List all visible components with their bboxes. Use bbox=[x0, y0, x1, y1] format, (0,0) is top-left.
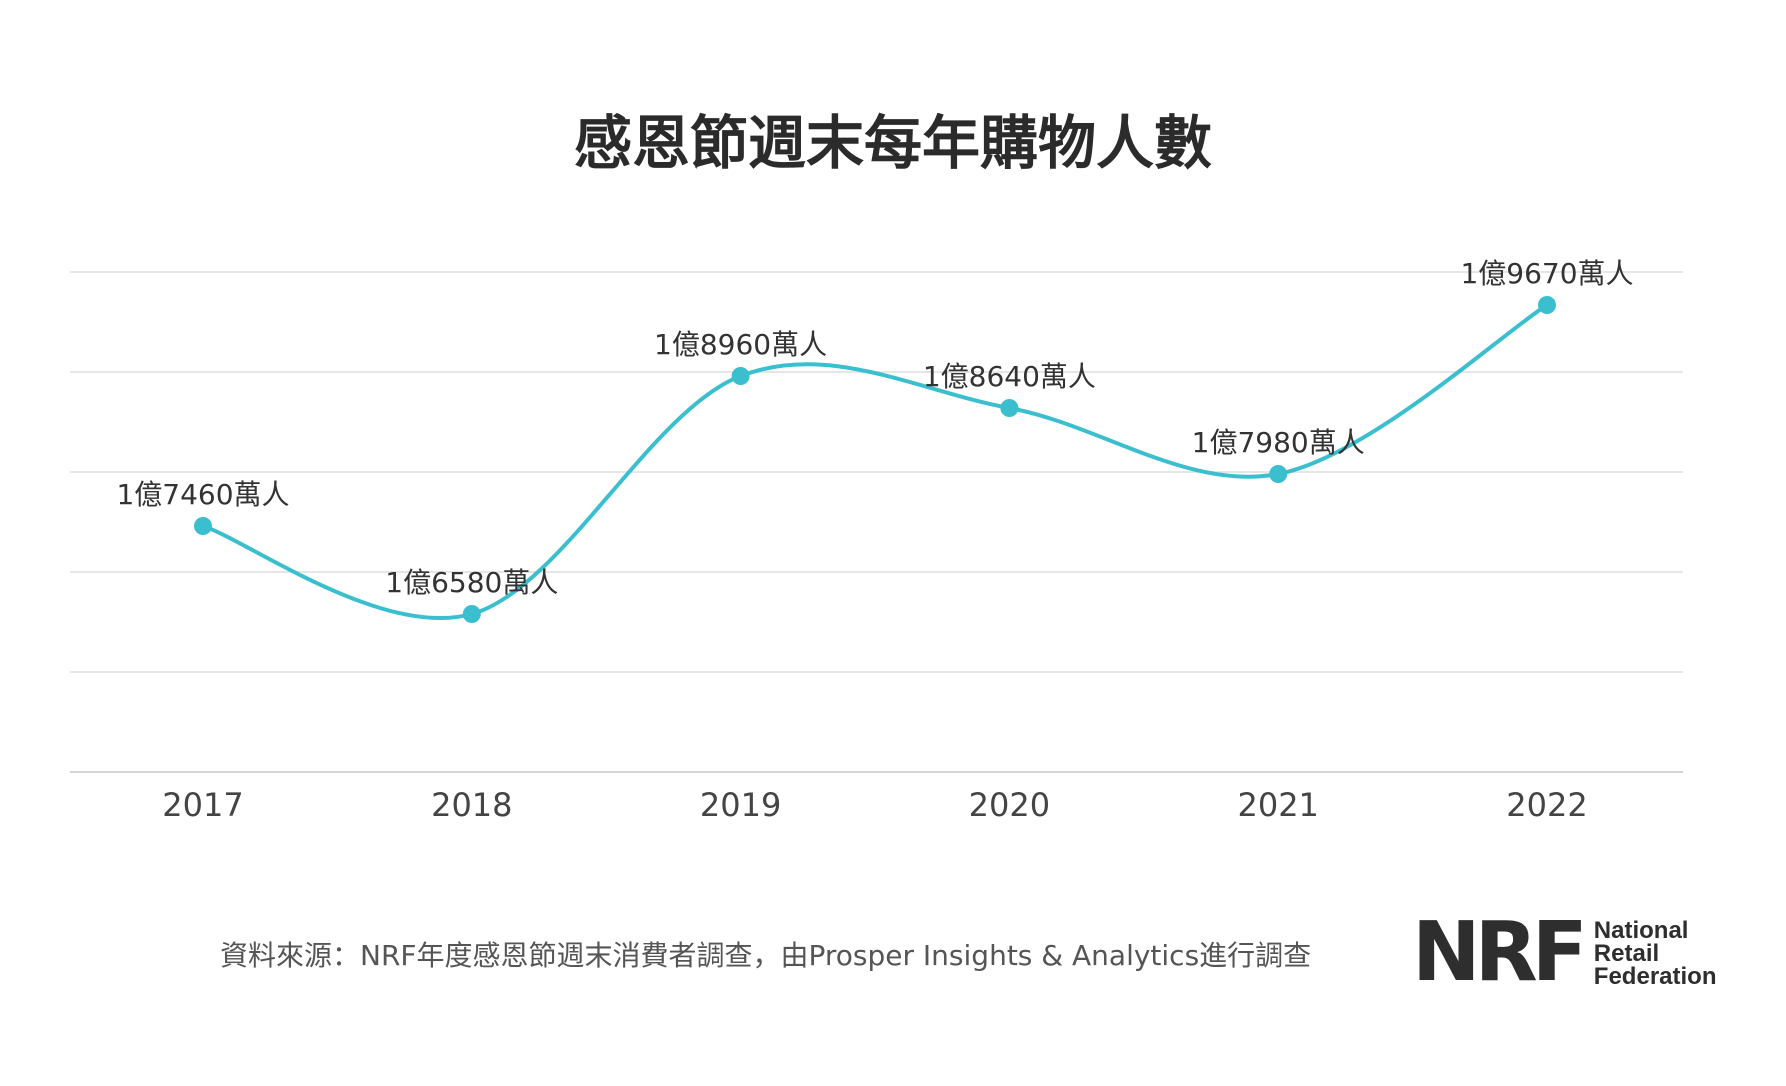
nrf-logo: NRF National Retail Federation bbox=[1412, 912, 1716, 994]
x-tick-label: 2022 bbox=[1506, 786, 1587, 824]
data-labels: 1億7460萬人 1億6580萬人 1億8960萬人 1億8640萬人 1億7980萬人… bbox=[116, 257, 1633, 599]
data-point bbox=[731, 367, 750, 385]
data-point bbox=[1000, 399, 1019, 417]
data-point bbox=[194, 517, 212, 535]
data-label: 1億6580萬人 bbox=[385, 566, 558, 599]
logo-line-1: National bbox=[1593, 916, 1689, 944]
x-tick-label: 2020 bbox=[969, 786, 1050, 824]
data-label: 1億8640萬人 bbox=[923, 360, 1096, 393]
line-chart: 2017 2018 2019 2020 2021 2022 1億7460萬人 1億6580萬… bbox=[70, 257, 1683, 824]
data-label: 1億9670萬人 bbox=[1460, 257, 1633, 290]
logo-line-2: Retail bbox=[1593, 939, 1660, 967]
data-label: 1億7460萬人 bbox=[116, 478, 289, 511]
x-tick-label: 2018 bbox=[431, 786, 512, 824]
x-axis-ticks: 2017 2018 2019 2020 2021 2022 bbox=[162, 786, 1587, 824]
data-point bbox=[462, 605, 481, 623]
source-note: 資料來源：NRF年度感恩節週末消費者調查，由Prosper Insights &… bbox=[220, 939, 1312, 972]
logo-line-3: Federation bbox=[1593, 962, 1717, 990]
series-line bbox=[202, 303, 1549, 621]
data-label: 1億7980萬人 bbox=[1192, 426, 1365, 459]
logo-mark: NRF bbox=[1412, 905, 1588, 1000]
data-point bbox=[1269, 465, 1288, 483]
data-point bbox=[1538, 296, 1556, 314]
chart-title: 感恩節週末每年購物人數 bbox=[573, 109, 1212, 177]
logo-text: National Retail Federation bbox=[1593, 916, 1717, 990]
gridlines bbox=[70, 271, 1683, 773]
x-tick-label: 2017 bbox=[162, 786, 243, 824]
data-label: 1億8960萬人 bbox=[654, 328, 827, 361]
x-tick-label: 2019 bbox=[700, 786, 781, 824]
data-points bbox=[194, 296, 1556, 623]
x-tick-label: 2021 bbox=[1237, 786, 1318, 824]
